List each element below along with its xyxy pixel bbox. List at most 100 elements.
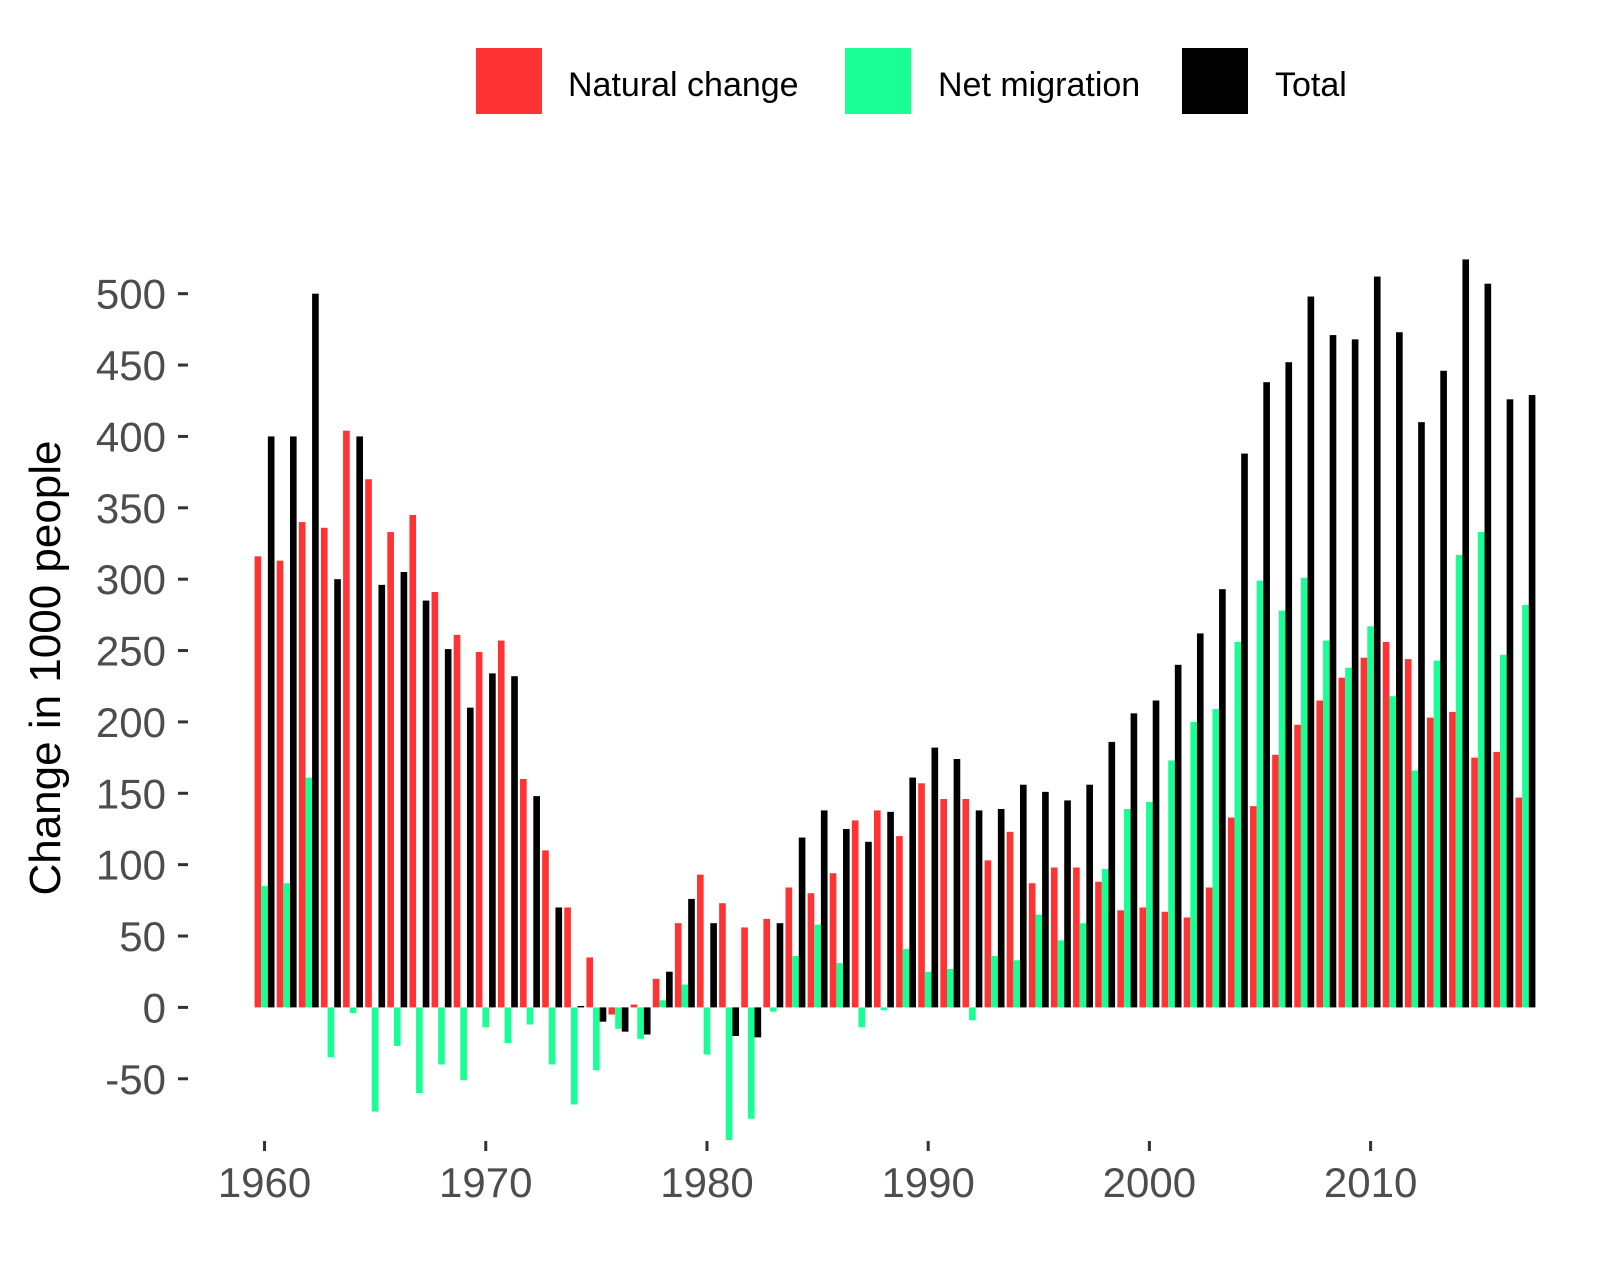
y-tick-label: 300 bbox=[96, 556, 166, 603]
bar-natural-change-1988 bbox=[873, 810, 881, 1008]
bar-total-1998 bbox=[1108, 741, 1116, 1008]
bar-natural-change-1972 bbox=[520, 779, 527, 1008]
bar-net-migration-1981 bbox=[725, 1007, 733, 1141]
y-tick-label: -50 bbox=[105, 1056, 166, 1103]
bar-total-1989 bbox=[909, 777, 917, 1008]
bar-net-migration-1965 bbox=[371, 1007, 379, 1112]
bar-natural-change-1968 bbox=[431, 592, 439, 1008]
x-tick-label: 1970 bbox=[439, 1159, 532, 1206]
bar-total-2006 bbox=[1285, 362, 1293, 1008]
bar-net-migration-1980 bbox=[703, 1007, 711, 1055]
legend-swatch-total bbox=[1182, 48, 1248, 114]
bar-total-1995 bbox=[1042, 791, 1049, 1008]
bar-total-2007 bbox=[1307, 296, 1315, 1008]
bar-natural-change-2003 bbox=[1205, 887, 1213, 1008]
bar-total-1977 bbox=[643, 1007, 651, 1035]
bar-natural-change-1964 bbox=[343, 430, 350, 1008]
bar-net-migration-1975 bbox=[593, 1007, 600, 1071]
bar-net-migration-1974 bbox=[570, 1007, 578, 1105]
bar-total-1974 bbox=[577, 1005, 585, 1008]
bar-net-migration-2006 bbox=[1278, 610, 1286, 1008]
bar-total-1990 bbox=[931, 747, 939, 1008]
bar-natural-change-2002 bbox=[1183, 917, 1191, 1008]
bar-net-migration-1976 bbox=[615, 1007, 622, 1029]
bar-total-1979 bbox=[688, 898, 695, 1008]
bar-natural-change-2001 bbox=[1161, 911, 1169, 1008]
bar-net-migration-1972 bbox=[526, 1007, 534, 1025]
bar-net-migration-1992 bbox=[969, 1007, 976, 1021]
bar-total-2009 bbox=[1351, 339, 1359, 1008]
y-tick-label: 250 bbox=[96, 628, 166, 675]
bar-natural-change-2016 bbox=[1493, 751, 1501, 1008]
y-tick-label: 500 bbox=[96, 271, 166, 318]
y-tick-label: 450 bbox=[96, 342, 166, 389]
bar-net-migration-1993 bbox=[991, 956, 998, 1008]
x-tick-label: 2000 bbox=[1103, 1159, 1196, 1206]
bar-natural-change-2011 bbox=[1382, 641, 1390, 1008]
bar-net-migration-1968 bbox=[438, 1007, 445, 1065]
bar-net-migration-1966 bbox=[393, 1007, 401, 1046]
bar-total-2002 bbox=[1196, 633, 1204, 1008]
x-axis: 1960 1970 1980 1990 2000 2010 bbox=[218, 1141, 1417, 1206]
bar-natural-change-1974 bbox=[564, 907, 571, 1008]
y-tick-label: 400 bbox=[96, 413, 166, 460]
bar-natural-change-2017 bbox=[1515, 797, 1523, 1008]
bar-net-migration-2001 bbox=[1168, 760, 1175, 1008]
bar-total-2001 bbox=[1174, 664, 1182, 1008]
bar-net-migration-1973 bbox=[548, 1007, 556, 1065]
bar-total-1985 bbox=[820, 810, 828, 1008]
bar-natural-change-2007 bbox=[1294, 724, 1301, 1008]
bar-natural-change-1987 bbox=[851, 820, 859, 1008]
bar-net-migration-1962 bbox=[305, 777, 313, 1008]
bar-net-migration-2004 bbox=[1234, 641, 1242, 1008]
bar-natural-change-1967 bbox=[409, 514, 417, 1008]
bar-net-migration-2005 bbox=[1256, 580, 1264, 1008]
bar-net-migration-1996 bbox=[1057, 940, 1065, 1008]
bar-net-migration-2012 bbox=[1411, 770, 1419, 1008]
bar-net-migration-1984 bbox=[792, 956, 799, 1008]
bar-natural-change-1979 bbox=[674, 923, 682, 1008]
bar-net-migration-1977 bbox=[637, 1007, 644, 1039]
bar-total-1988 bbox=[887, 811, 894, 1008]
bar-total-1962 bbox=[312, 293, 319, 1008]
bar-natural-change-1970 bbox=[475, 651, 483, 1008]
bar-natural-change-1965 bbox=[365, 479, 372, 1008]
bar-net-migration-1967 bbox=[416, 1007, 423, 1094]
bar-total-2004 bbox=[1241, 453, 1248, 1008]
bar-total-2017 bbox=[1528, 395, 1536, 1008]
bar-natural-change-1977 bbox=[630, 1004, 638, 1008]
bar-net-migration-1990 bbox=[924, 971, 932, 1008]
bar-total-2000 bbox=[1152, 700, 1160, 1008]
bar-natural-change-2010 bbox=[1360, 657, 1368, 1008]
bar-net-migration-1978 bbox=[659, 1000, 667, 1008]
bar-total-2005 bbox=[1263, 382, 1270, 1008]
bar-total-1971 bbox=[511, 676, 518, 1008]
bar-total-1984 bbox=[798, 837, 806, 1008]
bar-total-1965 bbox=[378, 584, 386, 1008]
bar-natural-change-1999 bbox=[1117, 910, 1124, 1008]
bar-natural-change-1962 bbox=[298, 522, 306, 1008]
bar-total-1993 bbox=[997, 808, 1005, 1008]
bar-total-1973 bbox=[555, 907, 563, 1008]
bar-natural-change-1984 bbox=[785, 887, 793, 1008]
legend-label-total: Total bbox=[1275, 66, 1347, 104]
bar-total-1970 bbox=[489, 673, 496, 1008]
bar-total-1960 bbox=[267, 436, 275, 1008]
bar-natural-change-1997 bbox=[1073, 867, 1080, 1008]
bar-net-migration-2014 bbox=[1455, 554, 1463, 1008]
bar-natural-change-1994 bbox=[1006, 831, 1014, 1008]
bar-total-1982 bbox=[754, 1007, 762, 1038]
bar-total-1967 bbox=[422, 600, 430, 1008]
bar-net-migration-1963 bbox=[327, 1007, 335, 1058]
bar-total-1999 bbox=[1130, 713, 1138, 1008]
y-axis-title: Change in 1000 people bbox=[21, 440, 70, 895]
bar-net-migration-1987 bbox=[858, 1007, 866, 1028]
bar-total-2011 bbox=[1396, 332, 1403, 1008]
bar-net-migration-1989 bbox=[902, 948, 910, 1008]
bar-net-migration-1982 bbox=[747, 1007, 755, 1119]
y-tick-label: 0 bbox=[143, 984, 166, 1031]
bar-total-1969 bbox=[466, 707, 474, 1008]
y-tick-label: 50 bbox=[119, 913, 166, 960]
bar-natural-change-2013 bbox=[1427, 717, 1434, 1008]
bar-natural-change-1982 bbox=[741, 927, 748, 1008]
